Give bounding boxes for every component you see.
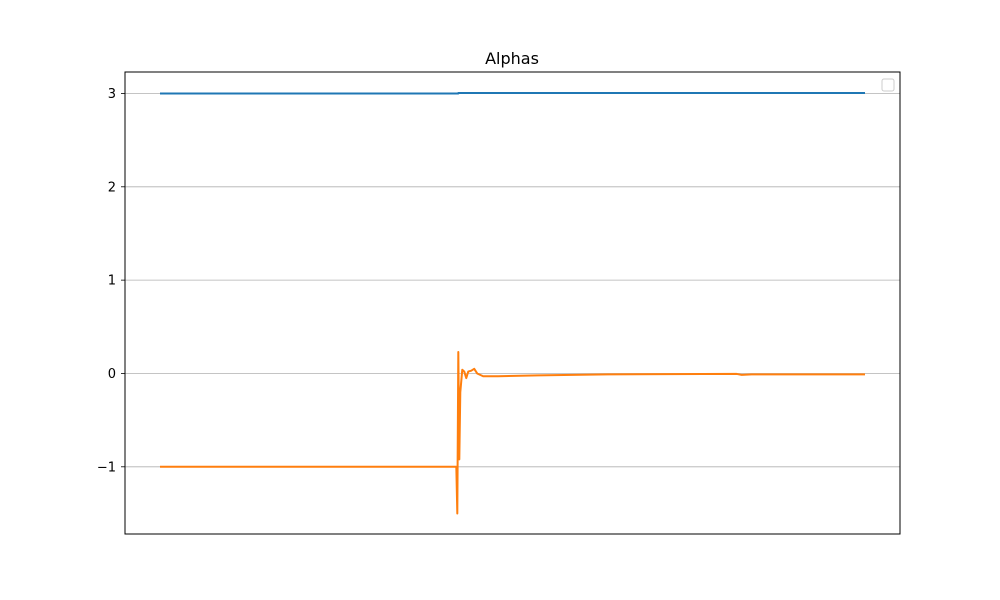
grid-lines [125,93,900,468]
y-tick-label: 1 [108,274,116,289]
y-tick-label: 0 [108,367,116,382]
y-tick-label: −1 [97,460,116,475]
plot-area-frame [124,71,901,535]
series-line-2 [160,351,865,515]
legend-box [881,78,895,92]
series-layer [160,92,865,515]
chart-title: Alphas [485,49,539,68]
y-axis: 3 2 1 0 −1 [97,87,125,475]
y-tick-label: 2 [108,180,116,195]
y-tick-label: 3 [108,87,116,102]
